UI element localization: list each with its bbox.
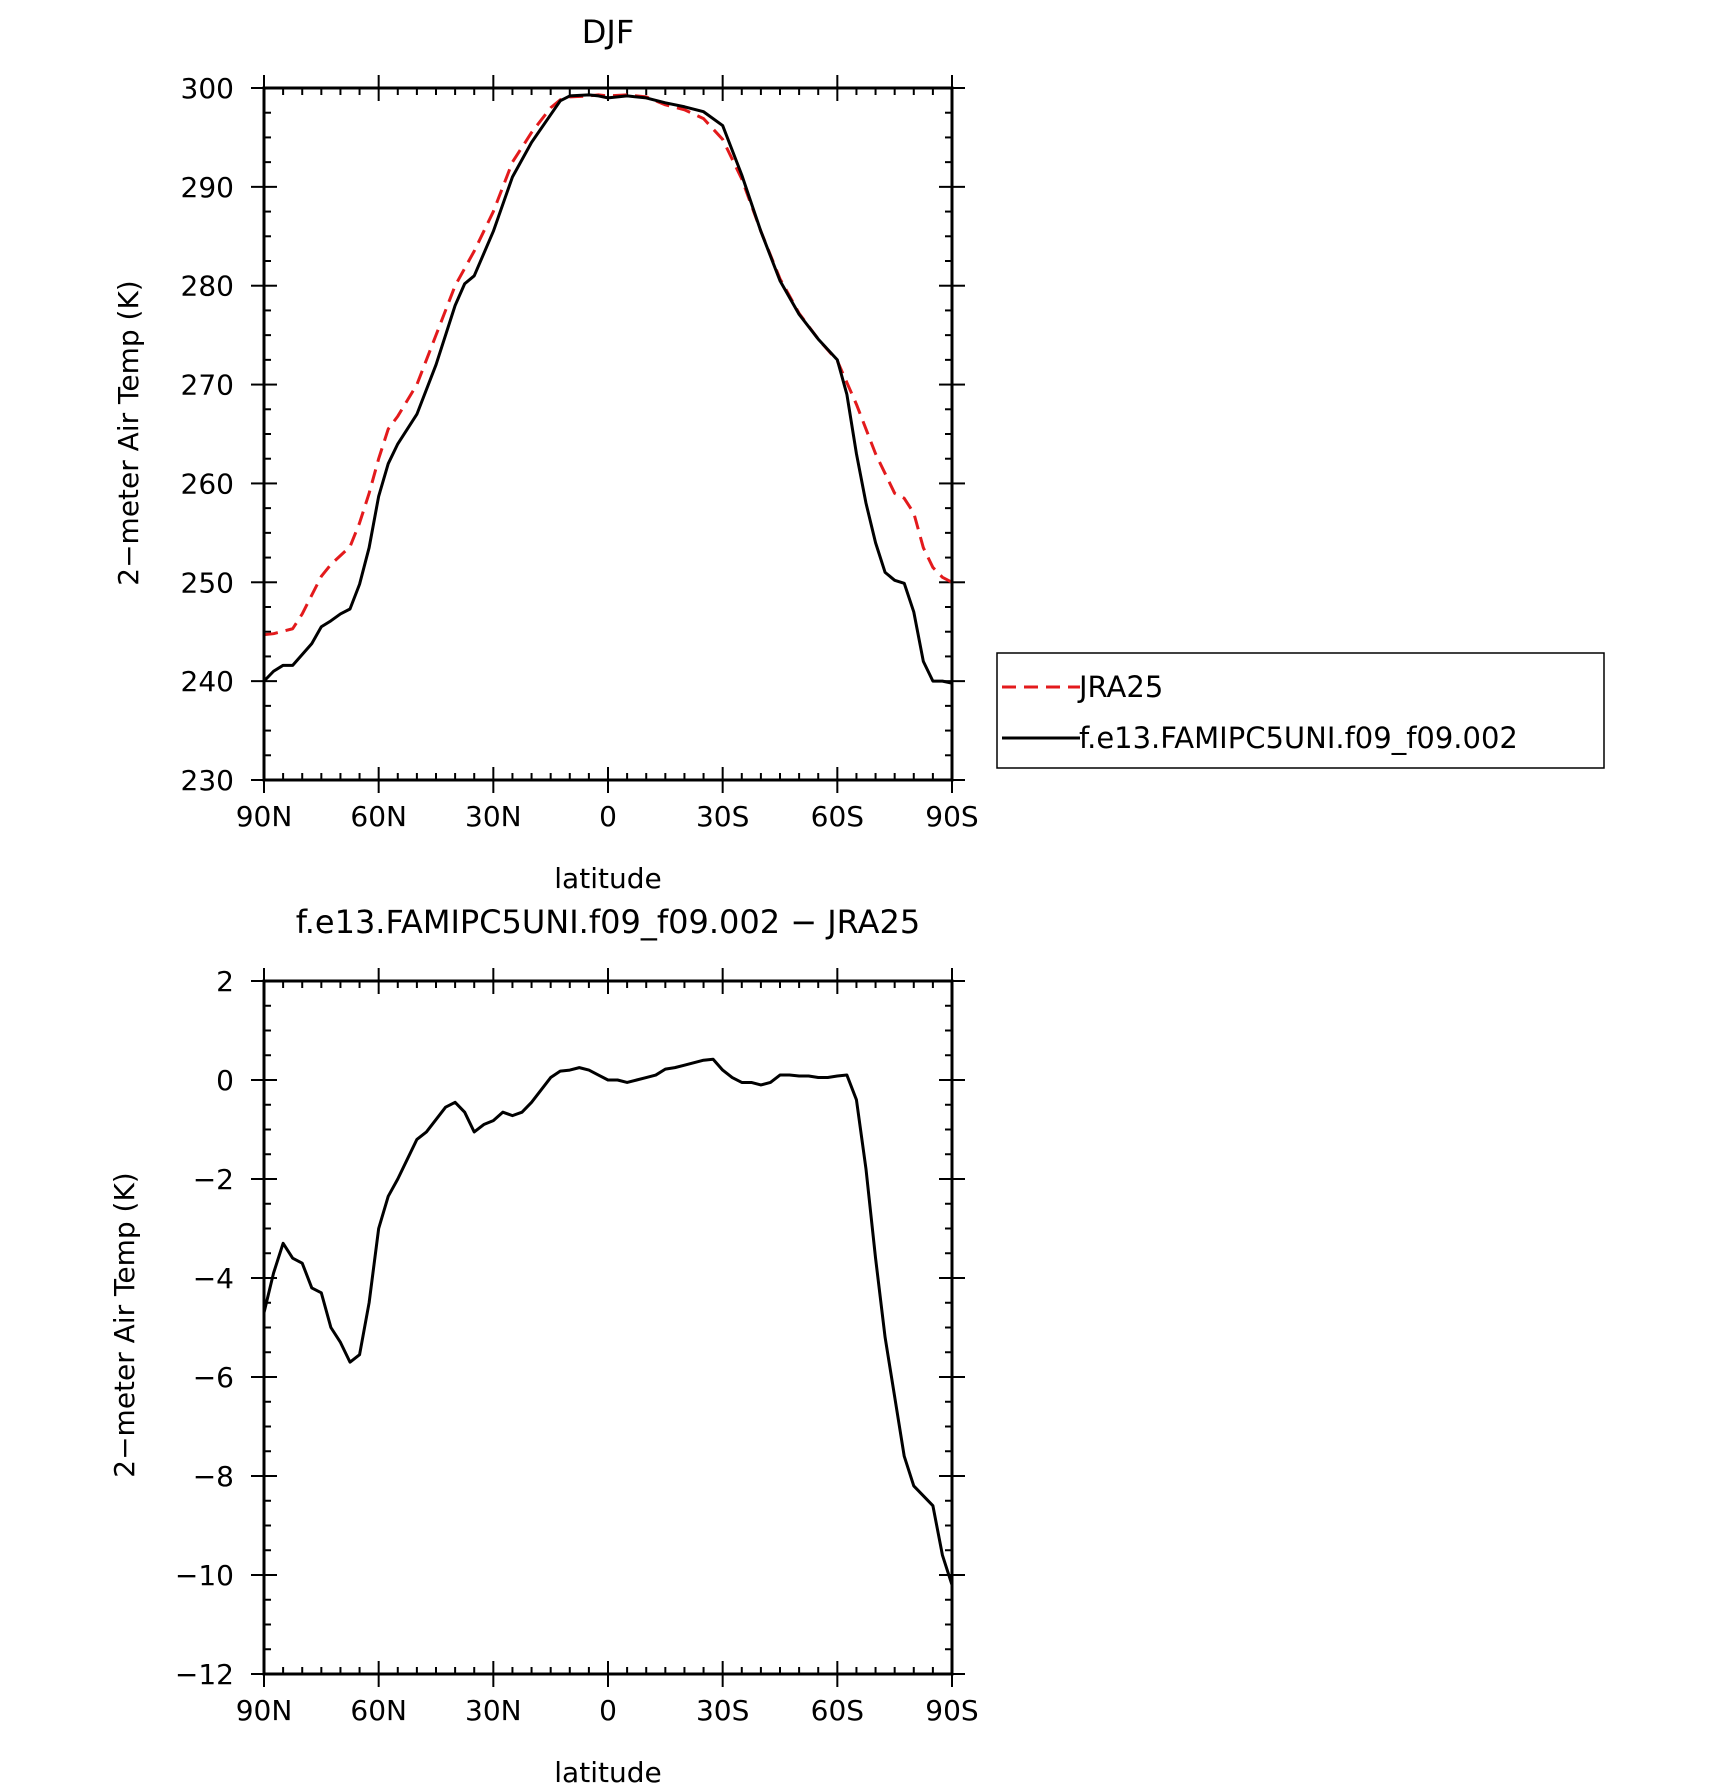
bottom-chart-y-tick-label: −8 xyxy=(193,1460,234,1493)
top-chart-y-axis-label: 2−meter Air Temp (K) xyxy=(112,280,145,585)
top-chart-y-tick-label: 280 xyxy=(181,270,234,303)
top-chart-x-axis-label: latitude xyxy=(554,862,661,895)
top-chart-y-tick-label: 250 xyxy=(181,566,234,599)
bottom-chart-y-tick-label: 0 xyxy=(216,1064,234,1097)
top-chart-x-tick-label: 90S xyxy=(925,800,978,833)
bottom-chart-title: f.e13.FAMIPC5UNI.f09_f09.002 − JRA25 xyxy=(296,903,920,941)
bottom-chart-y-tick-label: −12 xyxy=(175,1658,234,1691)
bottom-chart-x-tick-label: 30S xyxy=(696,1694,749,1727)
top-chart-y-tick-label: 270 xyxy=(181,369,234,402)
top-chart-series-line-1 xyxy=(262,93,953,685)
top-chart-x-tick-label: 30S xyxy=(696,800,749,833)
bottom-chart-tick-labels: 90N 60N 30N 0 30S 60S 90S 2 0 −2 −4 −6 −8 −10 −12 xyxy=(175,965,979,1727)
bottom-chart-y-tick-label: −4 xyxy=(193,1262,234,1295)
legend-box xyxy=(996,652,1605,769)
top-chart-x-tick-label: 60N xyxy=(350,800,407,833)
top-chart-x-tick-label: 90N xyxy=(236,800,293,833)
top-chart-panel: DJF latitude 2−meter Air Temp (K) 90N 60N… xyxy=(112,13,1605,895)
bottom-chart-ticks xyxy=(251,968,965,1687)
top-chart-series xyxy=(262,93,953,685)
top-chart-y-tick-label: 230 xyxy=(181,764,234,797)
top-chart-tick-labels: 90N 60N 30N 0 30S 60S 90S 230 240 250 260 270 280 290… xyxy=(181,72,979,833)
legend-label-jra25: JRA25 xyxy=(1077,670,1163,704)
top-chart-x-tick-label: 30N xyxy=(465,800,522,833)
bottom-chart-x-tick-label: 30N xyxy=(465,1694,522,1727)
top-chart-x-tick-label: 0 xyxy=(599,800,617,833)
bottom-chart-x-tick-label: 0 xyxy=(599,1694,617,1727)
bottom-chart-x-tick-label: 60S xyxy=(811,1694,864,1727)
top-chart-y-tick-label: 300 xyxy=(181,72,234,105)
top-chart-title: DJF xyxy=(582,13,634,51)
top-chart-y-tick-label: 240 xyxy=(181,665,234,698)
top-chart-plot-frame xyxy=(262,86,954,782)
bottom-chart-y-tick-label: 2 xyxy=(216,965,234,998)
bottom-chart-x-tick-label: 90N xyxy=(236,1694,293,1727)
bottom-chart-y-tick-label: −6 xyxy=(193,1361,234,1394)
bottom-chart-y-axis-label: 2−meter Air Temp (K) xyxy=(108,1172,141,1477)
legend: JRA25 f.e13.FAMIPC5UNI.f09_f09.002 xyxy=(996,652,1605,769)
bottom-chart-x-tick-label: 60N xyxy=(350,1694,407,1727)
bottom-chart-series xyxy=(262,1057,954,1586)
bottom-chart-y-tick-label: −2 xyxy=(193,1163,234,1196)
bottom-chart-panel: f.e13.FAMIPC5UNI.f09_f09.002 − JRA25 lat… xyxy=(108,903,979,1789)
bottom-chart-series-line-0 xyxy=(262,1057,954,1586)
legend-label-model: f.e13.FAMIPC5UNI.f09_f09.002 xyxy=(1079,721,1518,755)
bottom-chart-x-tick-label: 90S xyxy=(925,1694,978,1727)
bottom-chart-plot-frame xyxy=(262,979,954,1676)
top-chart-y-tick-label: 290 xyxy=(181,171,234,204)
bottom-chart-y-tick-label: −10 xyxy=(175,1559,234,1592)
top-chart-x-tick-label: 60S xyxy=(811,800,864,833)
bottom-chart-x-axis-label: latitude xyxy=(554,1756,661,1789)
top-chart-y-tick-label: 260 xyxy=(181,467,234,500)
